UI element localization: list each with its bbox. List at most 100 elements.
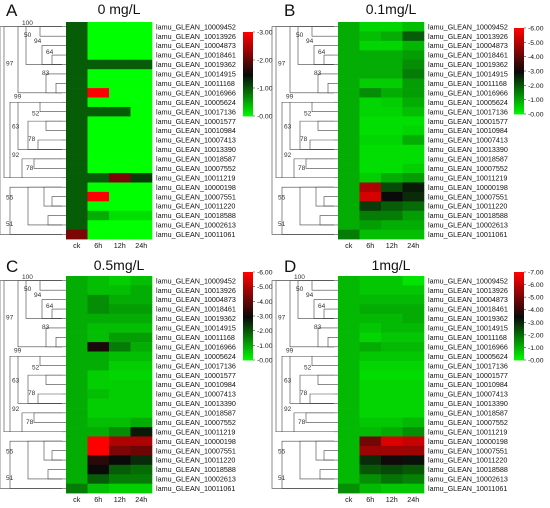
heatmap-cell xyxy=(87,220,110,230)
heatmap-cell xyxy=(402,483,425,494)
colorbar-segment xyxy=(243,76,253,79)
heatmap-cell xyxy=(66,125,88,136)
colorbar-tick-label: -7.00 xyxy=(528,270,544,277)
heatmap-cell xyxy=(359,285,382,296)
bootstrap-label: 99 xyxy=(14,93,22,100)
heatmap-cell xyxy=(109,342,131,352)
heatmap-cell xyxy=(359,360,382,371)
heatmap-cell xyxy=(381,285,403,296)
colorbar-tick-label: -1.00 xyxy=(528,345,544,352)
row-label: lamu_GLEAN_10005624 xyxy=(156,352,236,361)
colorbar-segment xyxy=(243,324,253,328)
row-label: lamu_GLEAN_10017136 xyxy=(428,361,508,370)
heatmap-cell xyxy=(338,351,360,362)
heatmap-cell xyxy=(338,59,360,70)
heatmap-cell xyxy=(66,351,88,362)
heatmap-cell xyxy=(381,144,403,155)
heatmap-cell xyxy=(402,97,425,108)
colorbar-segment xyxy=(514,272,524,275)
heatmap-cell xyxy=(338,389,360,400)
row-label: lamu_GLEAN_10004873 xyxy=(428,41,508,50)
bootstrap-label: 64 xyxy=(46,49,54,56)
row-label: lamu_GLEAN_10019362 xyxy=(428,60,508,69)
column-label: ck xyxy=(345,241,353,250)
colorbar-segment xyxy=(514,318,524,321)
bootstrap-label: 64 xyxy=(318,303,326,310)
colorbar-segment xyxy=(243,61,253,64)
row-label: lamu_GLEAN_10018461 xyxy=(428,51,508,60)
heatmap-cell xyxy=(130,59,153,70)
heatmap-cell xyxy=(402,427,425,437)
heatmap-cell xyxy=(402,40,425,51)
heatmap-cell xyxy=(402,398,425,409)
colorbar-segment xyxy=(243,280,253,284)
heatmap-cell xyxy=(87,182,110,193)
panel-title: 1mg/L xyxy=(372,257,411,273)
heatmap-cell xyxy=(109,201,131,212)
heatmap-cell xyxy=(66,69,88,79)
heatmap-cell xyxy=(66,210,88,221)
heatmap-cell xyxy=(130,408,153,418)
panel-title: 0.5mg/L xyxy=(94,257,145,273)
bootstrap-label: 52 xyxy=(304,364,312,371)
heatmap-cell xyxy=(359,69,382,79)
heatmap-cell xyxy=(402,182,425,193)
heatmap-cell xyxy=(402,116,425,127)
bootstrap-label: 55 xyxy=(278,448,286,455)
bootstrap-label: 100 xyxy=(22,274,33,281)
colorbar-segment xyxy=(243,327,253,330)
heatmap-cell xyxy=(87,398,110,409)
heatmap-cell xyxy=(381,154,403,164)
colorbar-segment xyxy=(514,49,524,53)
heatmap-cell xyxy=(359,436,382,447)
heatmap-cell xyxy=(381,455,403,466)
heatmap-cell xyxy=(130,436,153,447)
colorbar-segment xyxy=(514,38,524,42)
heatmap-cell xyxy=(381,229,403,240)
heatmap-panel-D: D 1mg/Llamu_GLEAN_10009452lamu_GLEAN_1001… xyxy=(271,257,544,504)
column-label: 6h xyxy=(94,495,102,504)
row-label: lamu_GLEAN_10011061 xyxy=(428,230,507,239)
row-label: lamu_GLEAN_10010984 xyxy=(156,126,236,135)
row-label: lamu_GLEAN_10011061 xyxy=(156,230,235,239)
colorbar-segment xyxy=(243,42,253,45)
heatmap-cell xyxy=(338,50,360,61)
colorbar-segment xyxy=(243,313,253,317)
colorbar-tick-label: -3.00 xyxy=(528,320,544,327)
colorbar-segment xyxy=(514,92,524,96)
colorbar-segment xyxy=(514,335,524,339)
heatmap-cell xyxy=(338,323,360,333)
colorbar-tick-label: -5.00 xyxy=(257,284,273,291)
heatmap-cell xyxy=(338,125,360,136)
colorbar-segment xyxy=(243,99,253,102)
heatmap-cell xyxy=(130,201,153,212)
heatmap-cell xyxy=(402,313,425,324)
row-label: lamu_GLEAN_10013926 xyxy=(156,286,236,295)
heatmap-cell xyxy=(87,40,110,51)
heatmap-cell xyxy=(109,483,131,494)
heatmap-cell xyxy=(359,408,382,418)
heatmap-cell xyxy=(402,342,425,352)
column-label: 12h xyxy=(114,495,126,504)
row-label: lamu_GLEAN_10016966 xyxy=(428,342,508,351)
heatmap-cell xyxy=(109,360,131,371)
colorbar-segment xyxy=(243,278,253,282)
heatmap-cell xyxy=(66,220,88,230)
column-label: ck xyxy=(73,241,81,250)
colorbar-segment xyxy=(243,80,253,83)
heatmap-cell xyxy=(109,135,131,146)
row-label: lamu_GLEAN_10014915 xyxy=(156,70,236,79)
heatmap-cell xyxy=(130,229,153,240)
heatmap-cell xyxy=(359,427,382,437)
colorbar: -3.00 -2.00 -1.00 -0.00 xyxy=(243,30,273,121)
heatmap-cell xyxy=(87,483,110,494)
bootstrap-label: 50 xyxy=(24,32,32,39)
row-label: lamu_GLEAN_10004873 xyxy=(156,41,236,50)
heatmap-cell xyxy=(66,182,88,193)
heatmap-cell xyxy=(109,78,131,89)
colorbar-segment xyxy=(243,309,253,312)
colorbar-segment xyxy=(243,86,253,90)
heatmap-cell xyxy=(381,351,403,362)
heatmap-cell xyxy=(359,455,382,466)
